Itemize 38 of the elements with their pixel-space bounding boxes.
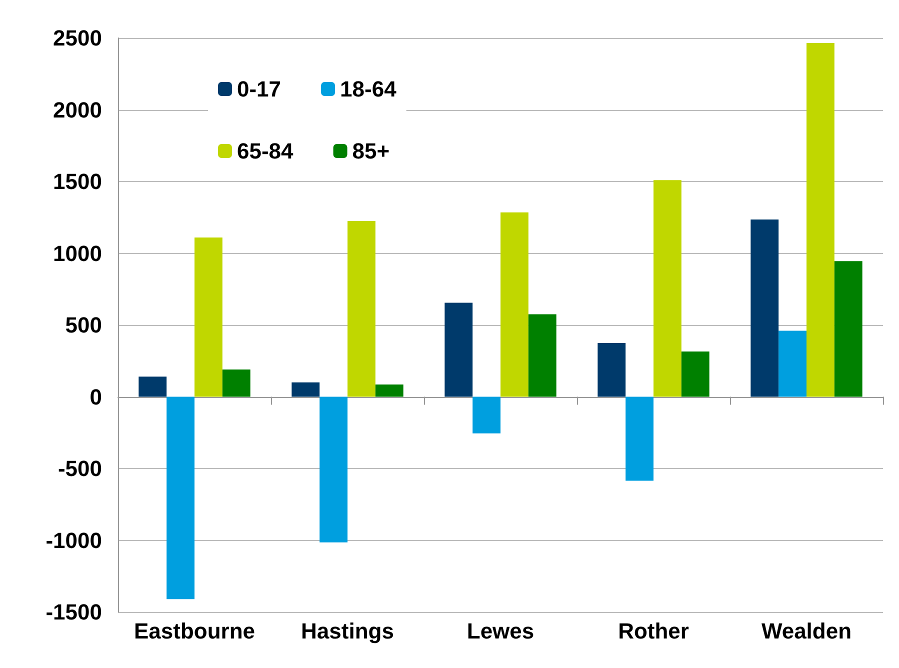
y-tick-label: -1500 <box>46 600 102 624</box>
y-tick-label: 1500 <box>53 169 102 194</box>
bar <box>472 396 500 434</box>
bar <box>750 220 779 397</box>
x-tick-label: Hastings <box>301 618 394 644</box>
bar <box>681 352 710 397</box>
y-tick-label: 2000 <box>53 97 102 122</box>
y-tick-label: 0 <box>90 384 102 410</box>
legend-label: 0-17 <box>237 76 282 102</box>
x-tick-label: Eastbourne <box>134 618 256 644</box>
bar <box>320 396 348 542</box>
bar <box>528 314 556 397</box>
x-tick-label: Lewes <box>466 618 534 644</box>
bar <box>500 212 528 397</box>
x-tick-label: Rother <box>618 618 690 644</box>
bar <box>166 396 194 600</box>
x-tick-label: Wealden <box>761 618 852 644</box>
y-tick-label: 500 <box>65 312 102 338</box>
bar <box>834 261 862 397</box>
bar <box>194 237 222 397</box>
legend-label: 85+ <box>352 138 390 164</box>
bar <box>348 220 376 397</box>
bar <box>292 382 320 397</box>
bar <box>626 396 654 481</box>
bar <box>444 302 473 397</box>
legend-label: 18-64 <box>340 76 398 102</box>
y-tick-label: 1000 <box>53 240 102 266</box>
legend-label: 65-84 <box>237 138 294 164</box>
y-tick-label: 2500 <box>53 26 102 50</box>
y-tick-label: -1000 <box>46 528 102 553</box>
bar <box>138 376 167 397</box>
bar <box>598 342 626 397</box>
bar <box>806 43 834 397</box>
bar <box>654 180 682 397</box>
bar <box>778 330 806 397</box>
bar <box>222 369 250 397</box>
bar <box>375 384 404 397</box>
y-tick-label: -500 <box>58 456 102 481</box>
